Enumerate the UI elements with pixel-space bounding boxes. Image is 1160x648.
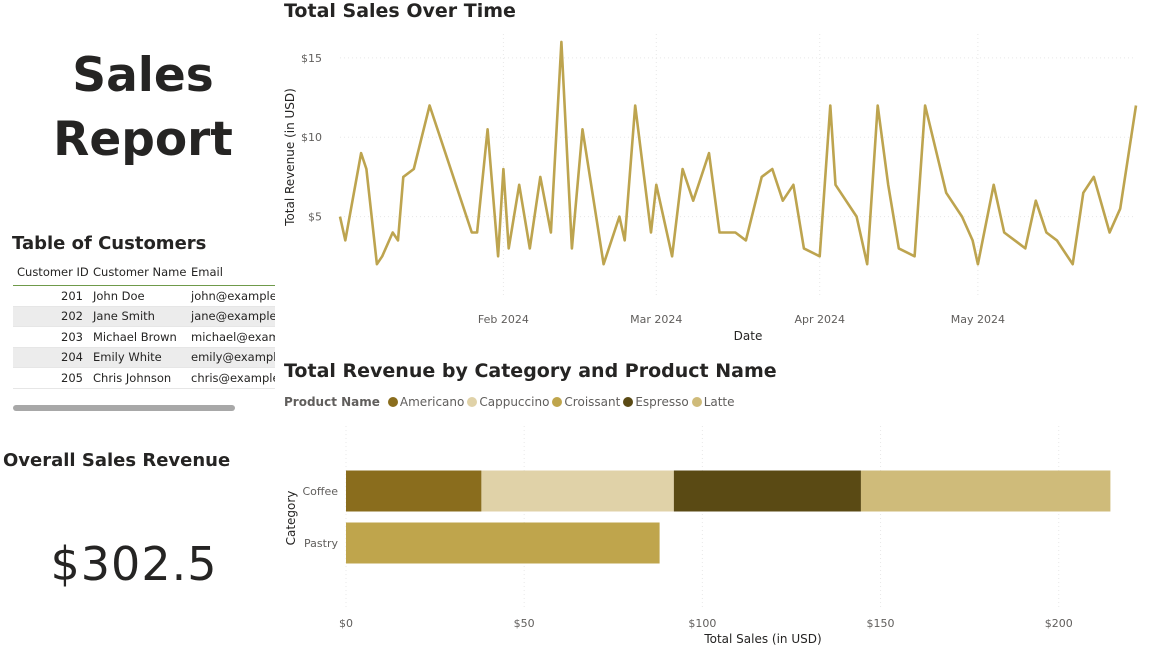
y-tick-label: $10 [301, 131, 322, 144]
category-label: Coffee [302, 485, 338, 498]
legend-swatch [387, 397, 398, 407]
line-chart-title: Total Sales Over Time [284, 0, 516, 22]
customers-table[interactable]: Customer ID Customer Name Email 201 John… [13, 259, 275, 389]
legend-item-americano[interactable]: Americano [387, 395, 465, 409]
x-tick-label: Mar 2024 [630, 313, 682, 326]
legend-swatch [552, 397, 563, 407]
cell-customer-id: 201 [61, 288, 83, 303]
legend-label: Espresso [635, 395, 689, 409]
kpi-value: $302.5 [50, 537, 218, 591]
cell-customer-name: Jane Smith [93, 309, 155, 324]
legend-title: Product Name [284, 395, 380, 409]
y-tick-label: $15 [301, 52, 322, 65]
table-row[interactable]: 203 Michael Brown michael@example.com [13, 327, 275, 348]
table-row[interactable]: 201 John Doe john@example.com [13, 286, 275, 307]
cell-email: chris@example.com [191, 370, 275, 385]
x-tick-label: $150 [867, 617, 895, 630]
y-axis-label: Category [284, 491, 298, 546]
table-row[interactable]: 204 Emily White emily@example.com [13, 347, 275, 368]
legend-label: Americano [399, 395, 465, 409]
cell-customer-name: Michael Brown [93, 329, 177, 344]
customers-table-title: Table of Customers [12, 233, 207, 254]
bar-coffee-latte [860, 470, 1111, 512]
table-header: Customer ID Customer Name Email [13, 259, 275, 286]
x-tick-label: $0 [339, 617, 353, 630]
bar-chart-legend[interactable]: Product Name Americano Cappuccino Croissan… [284, 395, 738, 409]
legend-label: Cappuccino [479, 395, 550, 409]
x-tick-label: Feb 2024 [478, 313, 529, 326]
bar-coffee-espresso [673, 470, 861, 512]
category-label: Pastry [304, 537, 338, 550]
legend-swatch [623, 397, 634, 407]
y-tick-label: $5 [308, 211, 322, 224]
report-title: Sales Report [22, 44, 264, 172]
column-header-email[interactable]: Email [191, 265, 223, 279]
legend-item-croissant[interactable]: Croissant [552, 395, 620, 409]
cell-email: emily@example.com [191, 350, 275, 365]
cell-customer-name: John Doe [93, 288, 145, 303]
x-tick-label: Apr 2024 [794, 313, 845, 326]
legend-label: Latte [703, 395, 735, 409]
kpi-title: Overall Sales Revenue [3, 450, 231, 471]
bar-coffee-americano [346, 470, 482, 512]
cell-customer-id: 205 [61, 370, 83, 385]
x-tick-label: $200 [1045, 617, 1073, 630]
bar-coffee-cappuccino [481, 470, 674, 512]
legend-item-cappuccino[interactable]: Cappuccino [467, 395, 549, 409]
table-horizontal-scrollbar[interactable] [13, 405, 235, 411]
legend-item-espresso[interactable]: Espresso [623, 395, 689, 409]
cell-customer-id: 203 [61, 329, 83, 344]
x-tick-label: $100 [688, 617, 716, 630]
cell-email: michael@example.com [191, 329, 275, 344]
cell-customer-name: Emily White [93, 350, 162, 365]
legend-swatch [691, 397, 702, 407]
report-title-line1: Sales [72, 48, 214, 103]
bar-pastry-croissant [346, 522, 660, 564]
bar-chart-title: Total Revenue by Category and Product Na… [284, 360, 777, 382]
x-axis-label: Total Sales (in USD) [703, 632, 821, 646]
series-line [338, 40, 1138, 266]
cell-customer-id: 204 [61, 350, 83, 365]
legend-swatch [467, 397, 478, 407]
legend-label: Croissant [564, 395, 621, 409]
x-axis-label: Date [734, 329, 763, 343]
legend-item-latte[interactable]: Latte [691, 395, 735, 409]
column-header-customer-name[interactable]: Customer Name [93, 265, 187, 279]
line-chart[interactable]: $5 $10 $15 Feb 2024 Mar 2024 Apr 2024 May 2024… [280, 26, 1156, 348]
y-axis-label: Total Revenue (in USD) [283, 88, 297, 227]
cell-customer-id: 202 [61, 309, 83, 324]
table-row[interactable]: 202 Jane Smith jane@example.com [13, 306, 275, 327]
report-title-line2: Report [53, 112, 233, 167]
x-tick-label: $50 [514, 617, 535, 630]
cell-email: john@example.com [191, 288, 275, 303]
x-tick-label: May 2024 [951, 313, 1005, 326]
cell-email: jane@example.com [191, 309, 275, 324]
bar-chart[interactable]: $0 $50 $100 $150 $200 Total Sales (in USD) Cat… [280, 418, 1156, 648]
table-row[interactable]: 205 Chris Johnson chris@example.com [13, 368, 275, 389]
cell-customer-name: Chris Johnson [93, 370, 172, 385]
column-header-customer-id[interactable]: Customer ID [17, 265, 89, 279]
